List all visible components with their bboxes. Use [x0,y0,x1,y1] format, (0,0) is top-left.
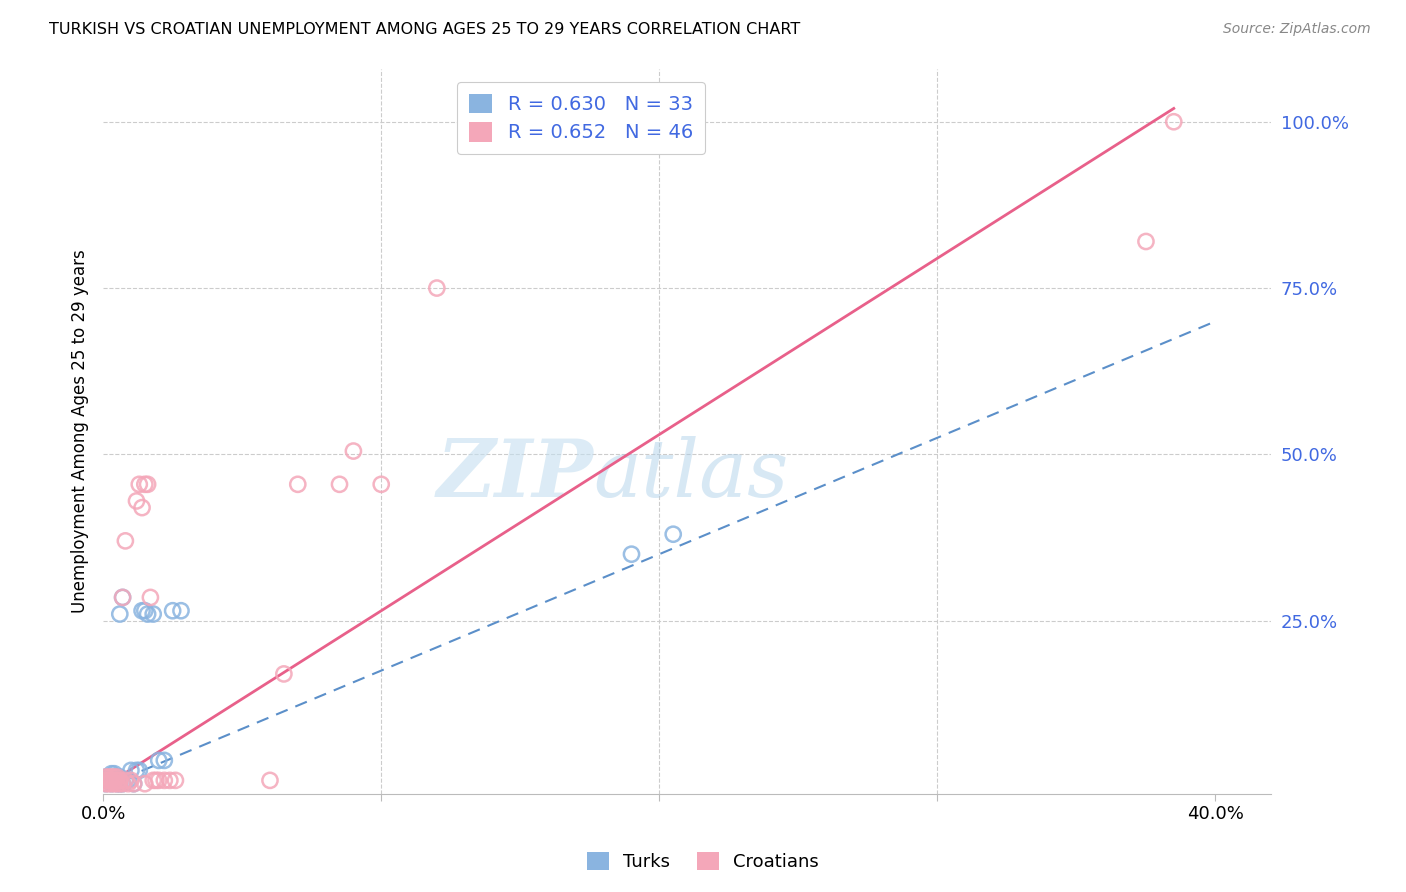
Point [128,477,150,491]
Point [97,777,120,791]
Point [153,773,176,788]
Point [100,773,122,788]
Point [139,591,162,605]
Point [103,770,125,784]
Point [131,500,153,515]
Point [125,764,148,778]
Point [426,281,449,295]
Point [1163,114,1185,128]
Point [105,773,128,788]
Point [142,607,165,621]
Point [100,777,122,791]
Point [100,773,122,788]
Point [136,477,159,491]
Point [94,777,117,791]
Point [100,766,122,780]
Point [128,764,150,778]
Point [105,777,128,791]
Point [111,777,134,791]
Y-axis label: Unemployment Among Ages 25 to 29 years: Unemployment Among Ages 25 to 29 years [72,249,89,613]
Legend: Turks, Croatians: Turks, Croatians [579,845,827,879]
Point [97,770,120,784]
Point [103,773,125,788]
Point [97,773,120,788]
Point [148,753,170,767]
Point [105,773,128,788]
Text: TURKISH VS CROATIAN UNEMPLOYMENT AMONG AGES 25 TO 29 YEARS CORRELATION CHART: TURKISH VS CROATIAN UNEMPLOYMENT AMONG A… [49,22,800,37]
Point [1135,235,1157,249]
Point [122,777,145,791]
Point [105,770,128,784]
Point [94,777,117,791]
Point [370,477,392,491]
Point [97,770,120,784]
Point [136,607,159,621]
Text: Source: ZipAtlas.com: Source: ZipAtlas.com [1223,22,1371,37]
Point [134,604,156,618]
Point [114,773,136,788]
Point [162,604,184,618]
Point [94,770,117,784]
Point [103,766,125,780]
Point [94,773,117,788]
Point [287,477,309,491]
Point [108,777,131,791]
Point [342,444,364,458]
Point [94,770,117,784]
Point [134,477,156,491]
Point [120,773,142,788]
Point [273,667,295,681]
Legend: R = 0.630   N = 33, R = 0.652   N = 46: R = 0.630 N = 33, R = 0.652 N = 46 [457,82,704,154]
Point [97,773,120,788]
Point [103,770,125,784]
Point [328,477,350,491]
Point [100,770,122,784]
Text: ZIP: ZIP [437,436,593,514]
Point [145,773,167,788]
Point [170,604,193,618]
Point [111,591,134,605]
Point [114,533,136,548]
Point [108,777,131,791]
Point [111,591,134,605]
Point [108,770,131,784]
Point [114,773,136,788]
Point [142,773,165,788]
Point [111,777,134,791]
Point [108,607,131,621]
Point [105,777,128,791]
Point [103,777,125,791]
Point [122,777,145,791]
Point [148,773,170,788]
Point [662,527,685,541]
Point [117,773,139,788]
Point [100,777,122,791]
Point [620,547,643,561]
Point [153,753,176,767]
Point [108,773,131,788]
Point [134,777,156,791]
Point [259,773,281,788]
Point [159,773,181,788]
Point [125,494,148,508]
Point [131,604,153,618]
Text: atlas: atlas [593,436,789,514]
Point [120,764,142,778]
Point [165,773,187,788]
Point [117,777,139,791]
Point [105,770,128,784]
